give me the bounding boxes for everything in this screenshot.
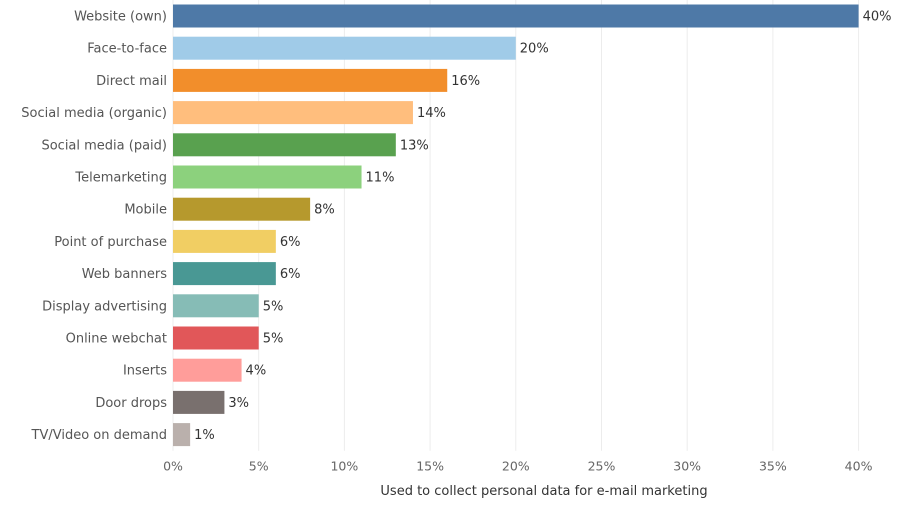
bar	[173, 229, 276, 253]
bar	[173, 4, 859, 28]
category-label: Direct mail	[96, 74, 167, 89]
gridlines	[172, 0, 860, 451]
data-label: 13%	[400, 138, 429, 153]
x-tick-label: 15%	[416, 459, 444, 474]
data-label: 3%	[228, 396, 249, 411]
x-tick-label: 35%	[759, 459, 787, 474]
bar	[173, 197, 311, 221]
data-label: 11%	[366, 171, 395, 186]
bar	[173, 294, 259, 318]
bar	[173, 358, 242, 382]
data-label: 20%	[520, 42, 549, 57]
category-label: Display advertising	[42, 299, 167, 314]
bar	[173, 165, 362, 189]
x-tick-label: 25%	[588, 459, 616, 474]
bar	[173, 423, 191, 447]
bar	[173, 326, 259, 350]
category-label: Face-to-face	[87, 42, 167, 57]
bar	[173, 68, 448, 92]
value-labels: 40% 20% 16% 14% 13% 11% 8% 6% 6% 5% 5% 4% 3% 1%	[194, 10, 891, 444]
data-label: 6%	[280, 235, 301, 250]
bar	[173, 133, 396, 157]
x-axis-ticks: 0% 5% 10% 15% 20% 25% 30% 35% 40%	[163, 459, 873, 474]
category-label: Point of purchase	[54, 235, 167, 250]
category-label: Telemarketing	[74, 171, 167, 186]
category-label: Online webchat	[66, 332, 167, 347]
data-label: 16%	[451, 74, 480, 89]
data-label: 5%	[263, 332, 284, 347]
data-label: 4%	[246, 364, 267, 379]
category-label: Door drops	[95, 396, 167, 411]
x-tick-label: 30%	[673, 459, 701, 474]
x-tick-label: 0%	[163, 459, 183, 474]
x-axis-title: Used to collect personal data for e-mail…	[380, 484, 707, 499]
category-label: Social media (organic)	[21, 106, 167, 121]
category-label: Website (own)	[74, 10, 167, 25]
bar	[173, 36, 516, 60]
x-tick-label: 5%	[249, 459, 269, 474]
bar	[173, 101, 413, 125]
category-label: Inserts	[123, 364, 167, 379]
category-labels: Website (own) Face-to-face Direct mail Soci…	[21, 10, 167, 444]
data-label: 40%	[863, 10, 892, 25]
data-label: 5%	[263, 299, 284, 314]
x-tick-label: 10%	[330, 459, 358, 474]
bar	[173, 262, 276, 286]
category-label: Web banners	[82, 267, 168, 282]
data-label: 6%	[280, 267, 301, 282]
category-label: Social media (paid)	[41, 138, 167, 153]
bar	[173, 390, 225, 414]
data-label: 1%	[194, 428, 215, 443]
category-label: Mobile	[124, 203, 167, 218]
bars	[173, 4, 859, 447]
x-tick-label: 40%	[845, 459, 873, 474]
x-tick-label: 20%	[502, 459, 530, 474]
data-label: 14%	[417, 106, 446, 121]
category-label: TV/Video on demand	[31, 428, 167, 443]
data-label: 8%	[314, 203, 335, 218]
